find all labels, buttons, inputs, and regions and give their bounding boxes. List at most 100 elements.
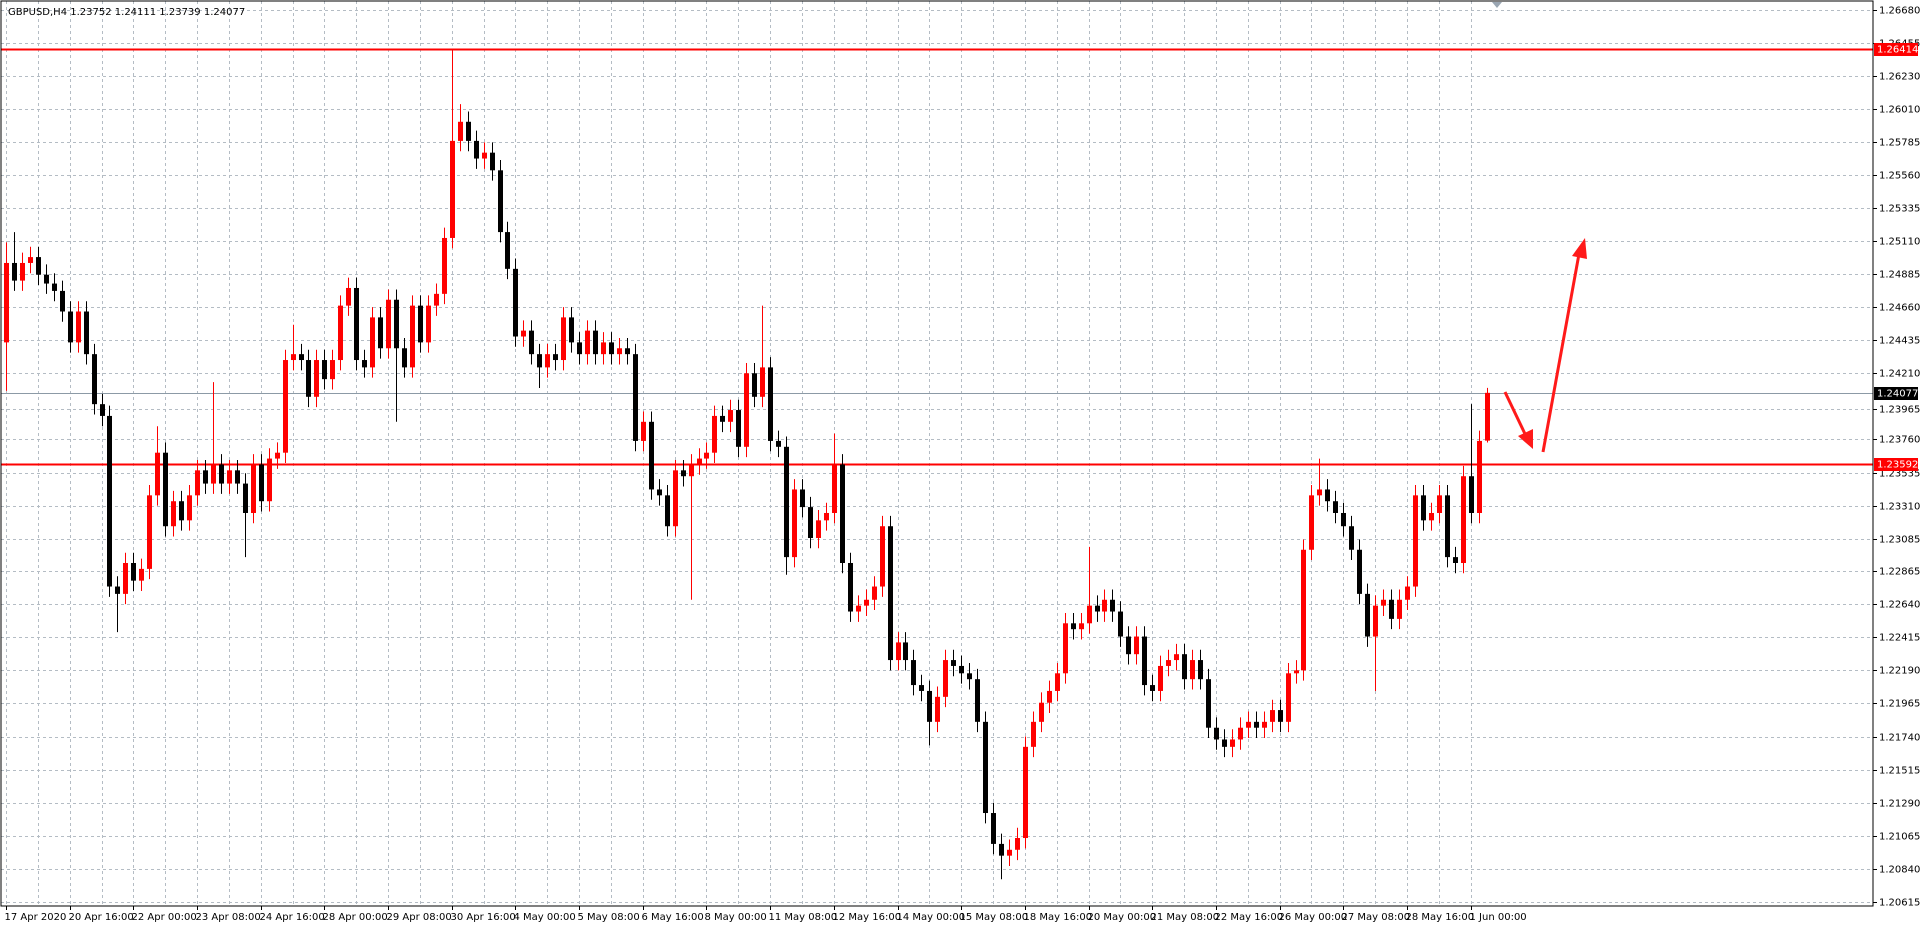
x-tick-label: 24 Apr 16:00	[260, 912, 325, 923]
candle-body	[808, 507, 813, 538]
y-tick-label: 1.22190	[1879, 666, 1920, 677]
candle-body	[1365, 593, 1370, 637]
candle-body	[498, 170, 503, 233]
y-tick-label: 1.22415	[1879, 633, 1920, 644]
candle-body	[1405, 586, 1410, 600]
candle-body	[1095, 605, 1100, 612]
price-label: 1.23592	[1877, 460, 1918, 471]
y-tick-label: 1.24210	[1879, 369, 1920, 380]
candle-body	[123, 562, 128, 594]
candle-body	[283, 360, 288, 453]
candle-body	[1102, 599, 1107, 612]
candle-body	[386, 299, 391, 349]
candle-body	[1110, 599, 1115, 612]
candle-body	[1222, 739, 1227, 747]
candle-body	[100, 404, 105, 416]
candle-body	[4, 262, 9, 343]
candle-body	[983, 721, 988, 814]
candle-body	[1437, 495, 1442, 513]
candle-body	[291, 354, 296, 361]
candle-body	[1349, 526, 1354, 550]
x-tick-label: 11 May 08:00	[769, 912, 838, 923]
candle-body	[267, 458, 272, 502]
annotation-arrows	[1503, 238, 1587, 453]
candle-body	[585, 330, 590, 355]
x-tick-label: 29 Apr 08:00	[387, 912, 452, 923]
candle-body	[1278, 710, 1283, 722]
y-tick-label: 1.23310	[1879, 502, 1920, 513]
candle-body	[211, 464, 216, 484]
candle-body	[609, 342, 614, 355]
candle-body	[1134, 636, 1139, 655]
candle-body	[378, 317, 383, 349]
candle-body	[1294, 670, 1299, 674]
candle-body	[1190, 660, 1195, 680]
candle-body	[935, 696, 940, 722]
candle-body	[1238, 727, 1243, 740]
price-label: 1.24077	[1877, 389, 1918, 400]
candle-body	[322, 360, 327, 380]
candle-body	[840, 464, 845, 563]
candle-body	[1381, 599, 1386, 606]
candle-body	[1341, 512, 1346, 527]
scroll-marker	[1492, 2, 1502, 8]
candle-body	[1453, 557, 1458, 563]
candle-body	[689, 464, 694, 477]
candle-body	[911, 660, 916, 686]
labels: 1.266801.264551.262301.260101.257851.255…	[5, 6, 1920, 924]
candle-body	[1142, 636, 1147, 686]
candle-body	[1333, 501, 1338, 513]
candle-body	[728, 410, 733, 422]
x-tick-label: 4 May 00:00	[514, 912, 576, 923]
y-tick-label: 1.23760	[1879, 435, 1920, 446]
x-tick-label: 27 May 08:00	[1342, 912, 1411, 923]
y-tick-label: 1.26230	[1879, 72, 1920, 83]
candle-body	[275, 452, 280, 459]
candle-body	[1031, 721, 1036, 747]
candle-body	[1461, 476, 1466, 563]
candle-body	[84, 311, 89, 355]
arrow-down-shaft	[1503, 391, 1528, 437]
candle-body	[466, 121, 471, 141]
candle-body	[784, 446, 789, 558]
candle-body	[1254, 721, 1259, 728]
y-tick-label: 1.24885	[1879, 270, 1920, 281]
candle-body	[60, 290, 65, 312]
x-tick-label: 28 May 16:00	[1406, 912, 1475, 923]
candle-body	[625, 348, 630, 355]
candle-body	[426, 305, 431, 343]
candle-body	[951, 660, 956, 666]
candle-body	[418, 305, 423, 343]
candle-body	[163, 452, 168, 527]
candle-body	[513, 268, 518, 337]
candle-body	[864, 599, 869, 606]
candle-body	[1357, 549, 1362, 594]
candle-body	[1063, 623, 1068, 674]
candle-body	[36, 257, 41, 275]
candle-body	[1445, 495, 1450, 558]
candle-body	[306, 360, 311, 397]
candle-body	[330, 360, 335, 380]
candle-body	[856, 605, 861, 612]
candle-body	[665, 495, 670, 527]
candle-body	[1047, 690, 1052, 703]
candle-body	[314, 360, 319, 397]
y-tick-label: 1.24435	[1879, 336, 1920, 347]
y-tick-label: 1.25560	[1879, 171, 1920, 182]
x-tick-label: 17 Apr 2020	[5, 912, 67, 923]
x-tick-label: 15 May 08:00	[960, 912, 1029, 923]
candle-body	[115, 586, 120, 594]
candle-body	[1071, 623, 1076, 630]
x-tick-label: 12 May 16:00	[833, 912, 902, 923]
candle-body	[171, 501, 176, 527]
candle-body	[1389, 599, 1394, 619]
candle-body	[1262, 721, 1267, 728]
candle-body	[792, 489, 797, 558]
plot-frame	[0, 0, 1874, 907]
candle-body	[832, 464, 837, 513]
candle-body	[1126, 636, 1131, 655]
candle-body	[593, 330, 598, 355]
y-tick-label: 1.24660	[1879, 303, 1920, 314]
y-tick-label: 1.25785	[1879, 138, 1920, 149]
candles	[4, 49, 1490, 880]
